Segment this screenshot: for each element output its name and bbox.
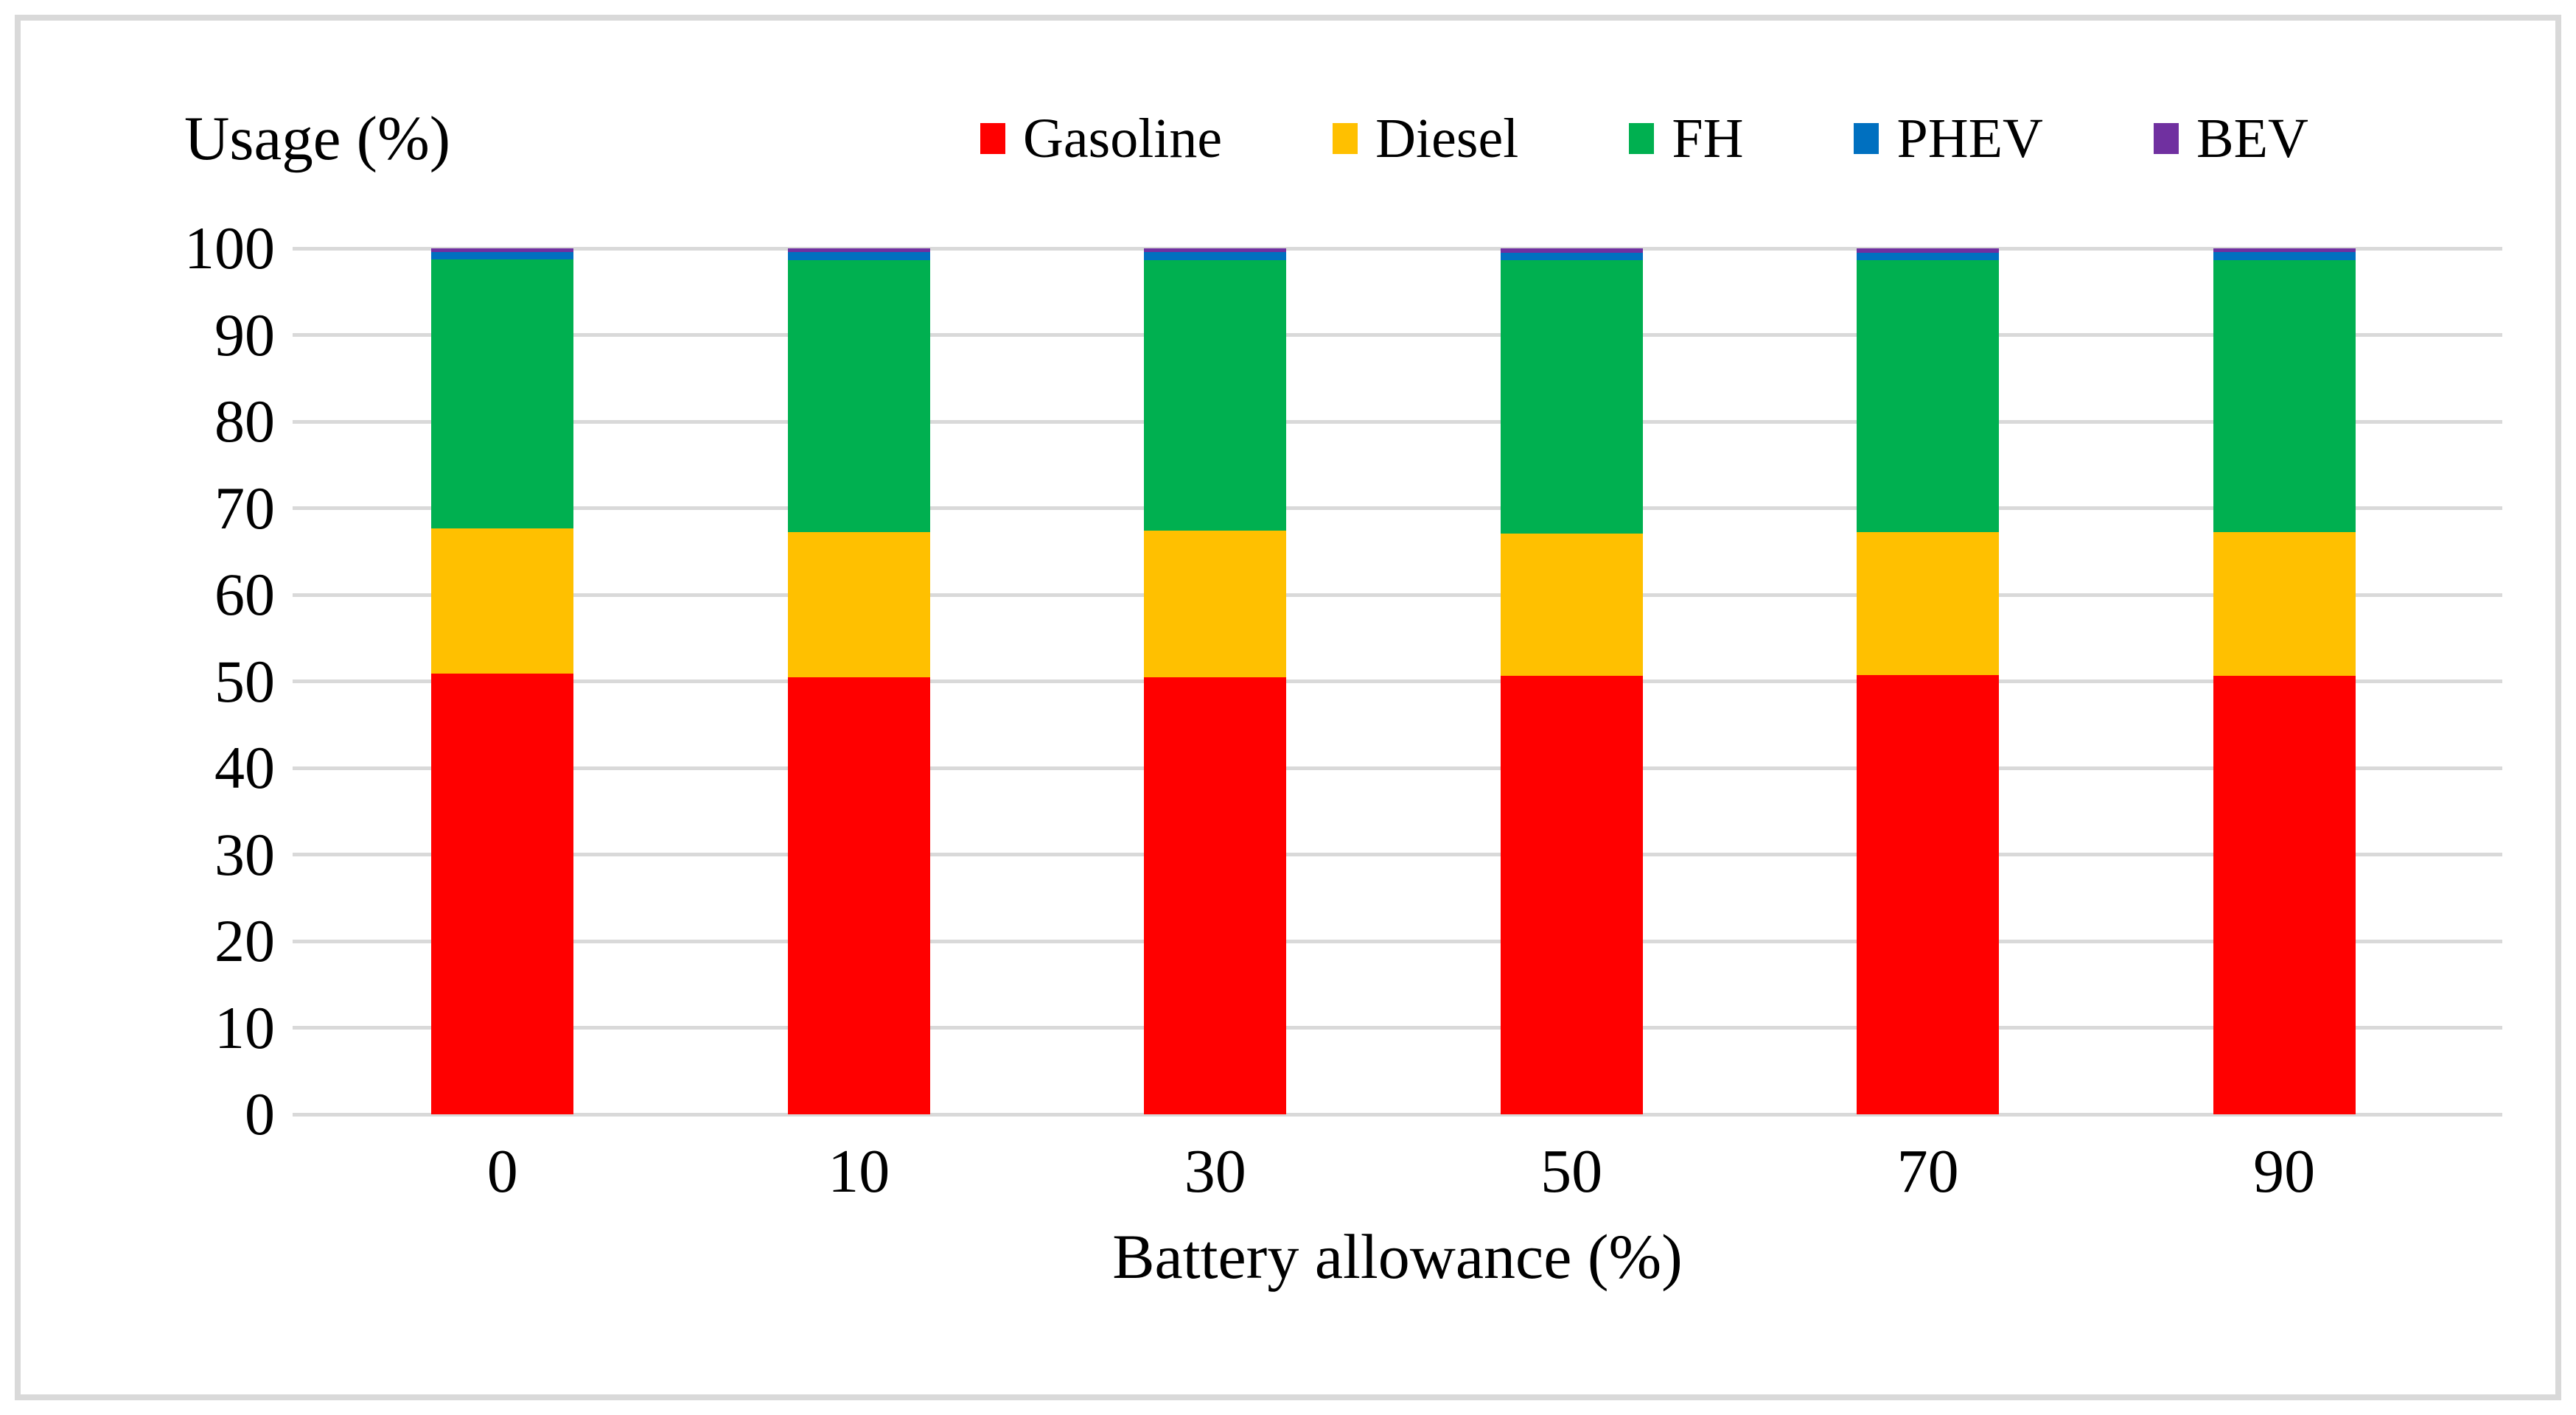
bar-segment-diesel-10 [787, 532, 930, 677]
bar-segment-gasoline-30 [1144, 677, 1287, 1114]
bar-segment-gasoline-70 [1857, 675, 2000, 1114]
bar-segment-diesel-30 [1144, 531, 1287, 677]
x-axis-title: Battery allowance (%) [1112, 1221, 1683, 1292]
x-tick-70: 70 [1896, 1137, 1959, 1206]
bar-segment-gasoline-90 [2213, 676, 2356, 1114]
gridline-90 [293, 333, 2502, 337]
bar-segment-fh-90 [2213, 260, 2356, 533]
y-tick-30: 30 [214, 820, 275, 888]
gridline-30 [293, 853, 2502, 856]
bar-segment-bev-50 [1500, 248, 1643, 253]
legend-swatch-phev [1854, 123, 1879, 154]
gridline-60 [293, 593, 2502, 597]
bar-segment-fh-10 [787, 260, 930, 533]
gridline-20 [293, 939, 2502, 943]
legend-item-diesel: Diesel [1333, 111, 1518, 167]
bar-segment-phev-50 [1500, 252, 1643, 261]
y-tick-0: 0 [245, 1080, 275, 1147]
bar-segment-phev-0 [431, 251, 574, 260]
legend-label-gasoline: Gasoline [1023, 108, 1223, 170]
legend-label-diesel: Diesel [1375, 108, 1519, 170]
bar-segment-fh-70 [1857, 260, 2000, 533]
legend-item-phev: PHEV [1854, 108, 2043, 170]
bar-segment-fh-0 [431, 259, 574, 528]
bar-segment-fh-50 [1500, 260, 1643, 534]
bar-segment-diesel-90 [2213, 532, 2356, 677]
gridline-40 [293, 766, 2502, 770]
gridline-0 [293, 1112, 2502, 1117]
y-tick-60: 60 [214, 561, 275, 628]
bar-segment-bev-70 [1857, 248, 2000, 253]
legend-swatch-fh [1629, 123, 1655, 154]
bar-50 [1500, 248, 1643, 1114]
bar-segment-gasoline-10 [787, 677, 930, 1114]
bar-segment-bev-10 [787, 248, 930, 252]
y-tick-90: 90 [214, 301, 275, 368]
x-tick-50: 50 [1540, 1137, 1603, 1206]
y-tick-20: 20 [214, 907, 275, 974]
gridline-100 [293, 246, 2502, 251]
legend-swatch-diesel [1333, 123, 1358, 154]
legend: Gasoline Diesel FH PHEV BEV [980, 111, 2308, 167]
plot-area [293, 246, 2502, 1117]
bar-segment-diesel-50 [1500, 533, 1643, 677]
bar-segment-gasoline-0 [431, 673, 574, 1114]
gridline-50 [293, 679, 2502, 683]
x-tick-90: 90 [2253, 1137, 2316, 1206]
bar-segment-diesel-70 [1857, 532, 2000, 676]
y-tick-40: 40 [214, 734, 275, 801]
x-tick-10: 10 [828, 1137, 890, 1206]
bar-segment-fh-30 [1144, 260, 1287, 531]
legend-item-gasoline: Gasoline [980, 111, 1222, 167]
bar-segment-bev-0 [431, 248, 574, 252]
bar-70 [1857, 248, 2000, 1114]
y-tick-10: 10 [214, 993, 275, 1061]
bar-segment-phev-70 [1857, 252, 2000, 261]
legend-item-fh: FH [1629, 111, 1743, 167]
legend-label-bev: BEV [2196, 108, 2308, 170]
x-tick-0: 0 [486, 1137, 518, 1206]
y-tick-80: 80 [214, 388, 275, 455]
bar-segment-phev-10 [787, 251, 930, 261]
bar-segment-bev-30 [1144, 248, 1287, 252]
y-axis-title: Usage (%) [184, 104, 451, 173]
bar-0 [431, 248, 574, 1114]
legend-item-bev: BEV [2153, 108, 2308, 170]
bar-segment-bev-90 [2213, 248, 2356, 252]
x-tick-30: 30 [1184, 1137, 1246, 1206]
legend-label-fh: FH [1672, 108, 1744, 170]
y-tick-70: 70 [214, 474, 275, 542]
bar-segment-phev-30 [1144, 251, 1287, 261]
bar-10 [787, 248, 930, 1114]
legend-swatch-gasoline [980, 123, 1005, 154]
y-tick-100: 100 [184, 214, 275, 282]
gridline-70 [293, 506, 2502, 510]
y-tick-50: 50 [214, 647, 275, 715]
bar-90 [2213, 248, 2356, 1114]
legend-swatch-bev [2153, 123, 2179, 154]
bar-segment-diesel-0 [431, 528, 574, 674]
bar-30 [1144, 248, 1287, 1114]
gridline-80 [293, 419, 2502, 424]
bar-segment-gasoline-50 [1500, 676, 1643, 1114]
bar-segment-phev-90 [2213, 251, 2356, 261]
gridline-10 [293, 1026, 2502, 1030]
legend-label-phev: PHEV [1896, 108, 2043, 170]
